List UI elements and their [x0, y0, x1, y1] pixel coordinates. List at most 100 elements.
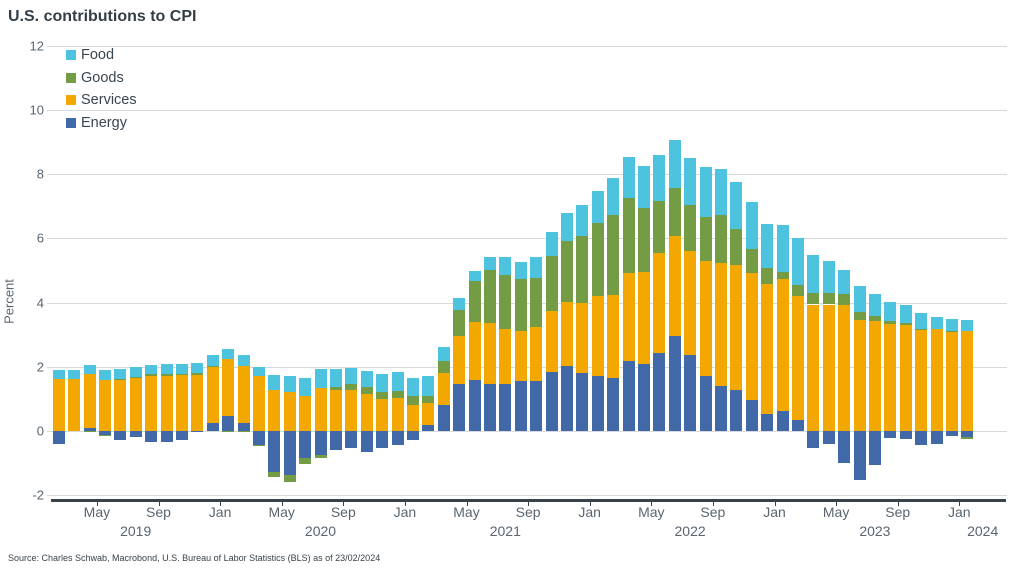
x-month-label: Sep: [515, 504, 541, 520]
bar-segment-food: [52, 369, 65, 379]
gridline-y0: [47, 430, 1007, 432]
bar-segment-services: [468, 322, 481, 380]
bar-segment-food: [899, 305, 912, 324]
bar-segment-energy: [283, 430, 296, 476]
bar-segment-food: [299, 377, 312, 396]
bar-segment-services: [391, 398, 404, 431]
bar-segment-food: [252, 366, 265, 377]
bar-segment-goods: [268, 471, 281, 477]
bar-segment-services: [745, 273, 758, 400]
bar-segment-food: [945, 318, 958, 331]
bar-segment-energy: [560, 366, 573, 431]
bar-segment-energy: [145, 430, 158, 443]
bar-segment-energy: [530, 381, 543, 431]
x-tick-mark: [220, 502, 222, 506]
bar-segment-energy: [745, 399, 758, 431]
y-tick-label: 0: [36, 423, 44, 439]
bar-segment-energy: [514, 381, 527, 431]
x-tick-mark: [96, 502, 98, 506]
bar-segment-goods: [945, 330, 958, 332]
bar-segment-energy: [376, 430, 389, 449]
bar-segment-goods: [791, 285, 804, 297]
bar-segment-energy: [761, 413, 774, 431]
bar-segment-goods: [145, 374, 158, 376]
y-tick-label: -2: [32, 487, 44, 503]
bar-segment-food: [114, 369, 127, 379]
x-tick-mark: [589, 502, 591, 506]
bar-segment-goods: [283, 475, 296, 483]
bar-segment-goods: [822, 292, 835, 305]
bar-segment-services: [930, 328, 943, 431]
bar-segment-energy: [699, 375, 712, 431]
bar-segment-food: [437, 346, 450, 362]
bar-segment-services: [637, 272, 650, 364]
bar-segment-food: [345, 367, 358, 385]
bar-segment-energy: [776, 410, 789, 431]
bar-segment-services: [961, 331, 974, 431]
x-tick-mark: [959, 502, 961, 506]
bar-segment-services: [807, 304, 820, 431]
bar-segment-food: [699, 166, 712, 217]
bar-segment-services: [514, 331, 527, 382]
bar-segment-food: [83, 365, 96, 374]
bar-segment-services: [206, 366, 219, 423]
bar-segment-goods: [668, 187, 681, 236]
bar-segment-food: [807, 255, 820, 293]
bar-segment-food: [853, 286, 866, 313]
bar-segment-goods: [129, 376, 142, 378]
bar-segment-services: [668, 235, 681, 337]
bar-segment-food: [776, 225, 789, 273]
bar-segment-energy: [175, 430, 188, 441]
bar-segment-food: [391, 372, 404, 392]
bar-segment-food: [761, 223, 774, 268]
bar-segment-goods: [853, 312, 866, 320]
legend: Food Goods Services Energy: [66, 44, 137, 134]
y-tick-label: 10: [29, 102, 44, 118]
bar-segment-goods: [252, 445, 265, 446]
bar-segment-services: [237, 365, 250, 423]
bar-segment-goods: [98, 434, 111, 436]
x-month-label: May: [268, 504, 295, 520]
bar-segment-services: [822, 304, 835, 431]
x-month-label: Jan: [763, 504, 786, 520]
bar-segment-services: [329, 390, 342, 431]
bar-segment-food: [222, 348, 235, 360]
goods-swatch-icon: [66, 72, 76, 83]
bar-segment-goods: [591, 223, 604, 296]
y-tick-label: 4: [36, 295, 44, 311]
bar-segment-goods: [899, 323, 912, 325]
bar-segment-food: [822, 260, 835, 293]
x-tick-mark: [466, 502, 468, 506]
bar-segment-services: [191, 374, 204, 431]
x-month-label: May: [83, 504, 111, 520]
x-month-label: Sep: [885, 504, 911, 520]
bar-segment-energy: [98, 430, 111, 435]
bar-segment-food: [514, 262, 527, 279]
bar-segment-services: [98, 379, 111, 431]
bar-segment-services: [114, 379, 127, 431]
bar-segment-services: [483, 322, 496, 385]
bar-segment-goods: [514, 278, 527, 332]
gridline-y8: [47, 174, 1007, 176]
bar-segment-goods: [437, 361, 450, 374]
bar-segment-goods: [530, 278, 543, 327]
bar-segment-goods: [699, 216, 712, 262]
bar-segment-services: [499, 329, 512, 384]
bar-segment-goods: [160, 374, 173, 376]
x-month-label: Jan: [208, 504, 232, 520]
bar-segment-energy: [52, 430, 65, 444]
bar-segment-goods: [653, 200, 666, 253]
bar-segment-services: [591, 295, 604, 377]
bar-segment-goods: [961, 437, 974, 440]
bar-segment-services: [222, 359, 235, 417]
gridline-y2: [47, 366, 1007, 368]
bar-segment-services: [714, 262, 727, 386]
bar-segment-goods: [915, 328, 928, 330]
bar-segment-services: [699, 261, 712, 376]
bar-segment-food: [483, 257, 496, 270]
bar-segment-energy: [114, 430, 127, 441]
bar-segment-food: [468, 270, 481, 282]
bar-segment-goods: [560, 240, 573, 303]
x-month-label: Jan: [393, 504, 417, 520]
